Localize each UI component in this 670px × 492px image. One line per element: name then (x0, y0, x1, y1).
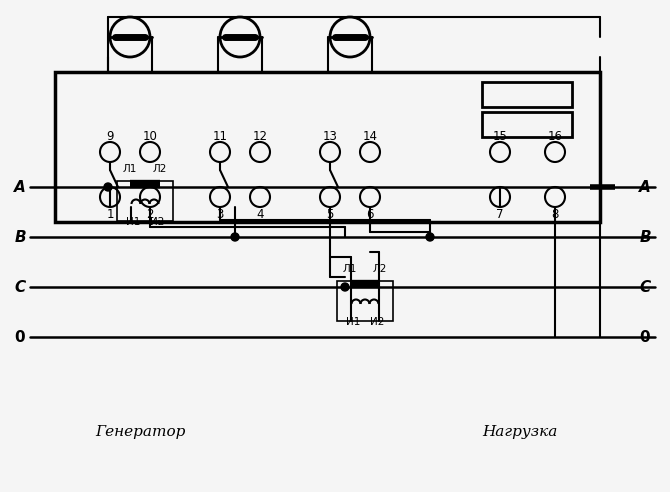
Circle shape (231, 233, 239, 241)
Text: 5: 5 (326, 209, 334, 221)
Text: 2: 2 (146, 209, 153, 221)
Text: C: C (639, 279, 651, 295)
Text: 0: 0 (640, 330, 651, 344)
Circle shape (341, 283, 349, 291)
Text: A: A (14, 180, 26, 194)
Text: 8: 8 (551, 209, 559, 221)
Circle shape (104, 183, 112, 191)
Text: 4: 4 (256, 209, 264, 221)
Text: 12: 12 (253, 129, 267, 143)
Text: И1: И1 (346, 317, 360, 327)
Bar (55, 72, 600, 222)
Text: 11: 11 (212, 129, 228, 143)
Text: Л2: Л2 (153, 164, 168, 174)
Text: И2: И2 (150, 217, 164, 227)
Text: И1: И1 (126, 217, 140, 227)
Text: 9: 9 (107, 129, 114, 143)
Bar (482, 112, 572, 137)
Text: B: B (639, 229, 651, 245)
Text: Генератор: Генератор (95, 425, 185, 439)
Text: 15: 15 (492, 129, 507, 143)
Text: 1: 1 (107, 209, 114, 221)
Text: И2: И2 (370, 317, 384, 327)
Text: 0: 0 (15, 330, 25, 344)
Text: 6: 6 (366, 209, 374, 221)
Text: Л2: Л2 (373, 264, 387, 274)
Circle shape (426, 233, 434, 241)
Text: 16: 16 (547, 129, 563, 143)
Text: C: C (14, 279, 25, 295)
Bar (482, 82, 572, 107)
Text: B: B (14, 229, 26, 245)
Text: 3: 3 (216, 209, 224, 221)
Text: Л1: Л1 (123, 164, 137, 174)
Text: 13: 13 (322, 129, 338, 143)
Bar (117, 181, 173, 221)
Bar (337, 281, 393, 321)
Text: Л1: Л1 (343, 264, 357, 274)
Text: 7: 7 (496, 209, 504, 221)
Text: 14: 14 (362, 129, 377, 143)
Text: Нагрузка: Нагрузка (482, 425, 557, 439)
Text: A: A (639, 180, 651, 194)
Text: 10: 10 (143, 129, 157, 143)
